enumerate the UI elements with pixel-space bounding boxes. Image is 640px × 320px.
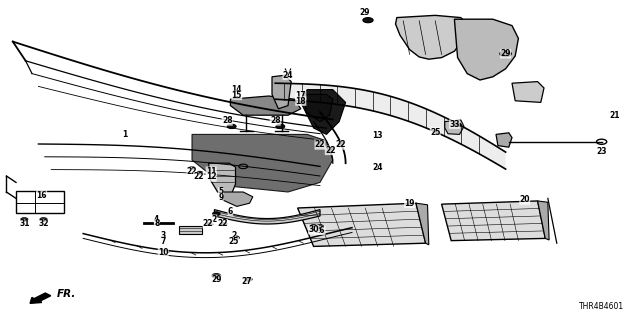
Circle shape: [227, 124, 236, 129]
Text: 24: 24: [372, 163, 383, 172]
Polygon shape: [214, 210, 320, 224]
Text: 29: 29: [211, 275, 221, 284]
Text: 22: 22: [193, 172, 204, 181]
Text: FR.: FR.: [56, 289, 76, 299]
Polygon shape: [496, 133, 512, 147]
Circle shape: [196, 171, 203, 174]
Text: 8: 8: [154, 220, 159, 228]
Text: 25: 25: [430, 128, 440, 137]
Text: 1: 1: [122, 130, 127, 139]
Circle shape: [221, 222, 227, 226]
Text: 22: 22: [203, 220, 213, 228]
Circle shape: [40, 218, 47, 221]
Text: 7: 7: [161, 237, 166, 246]
Text: 11: 11: [206, 167, 216, 176]
Polygon shape: [454, 19, 518, 80]
Circle shape: [363, 18, 373, 23]
Circle shape: [189, 166, 195, 170]
Text: 28: 28: [222, 116, 232, 125]
Bar: [16, 191, 64, 213]
Text: 21: 21: [609, 111, 620, 120]
Circle shape: [310, 225, 317, 228]
Text: 2: 2: [212, 215, 217, 224]
Text: 17: 17: [296, 91, 306, 100]
Text: 26: 26: [315, 226, 325, 235]
Text: 30: 30: [308, 225, 319, 234]
Text: 32: 32: [38, 220, 49, 228]
Circle shape: [212, 212, 220, 216]
Text: 28: 28: [270, 116, 280, 125]
Polygon shape: [416, 203, 429, 245]
Text: 4: 4: [154, 215, 159, 224]
FancyArrow shape: [30, 293, 51, 303]
Text: 22: 22: [336, 140, 346, 149]
Polygon shape: [221, 192, 253, 206]
Text: 10: 10: [158, 248, 168, 257]
Text: 14: 14: [232, 85, 242, 94]
Circle shape: [317, 142, 323, 145]
Polygon shape: [442, 201, 545, 241]
Text: THR4B4601: THR4B4601: [579, 302, 624, 311]
Polygon shape: [230, 96, 301, 115]
Polygon shape: [538, 201, 549, 240]
Text: 3: 3: [161, 231, 166, 240]
Text: 15: 15: [232, 91, 242, 100]
Circle shape: [327, 147, 333, 150]
Polygon shape: [301, 90, 346, 134]
Text: 22: 22: [315, 140, 325, 149]
Polygon shape: [445, 120, 464, 134]
Text: 12: 12: [206, 172, 216, 181]
Circle shape: [454, 123, 461, 127]
Text: 22: 22: [218, 220, 228, 228]
Polygon shape: [179, 226, 202, 234]
Polygon shape: [275, 83, 506, 169]
Circle shape: [338, 142, 344, 145]
Polygon shape: [396, 15, 467, 59]
Circle shape: [207, 222, 213, 226]
Polygon shape: [304, 94, 333, 122]
Circle shape: [20, 218, 28, 221]
Text: 23: 23: [596, 148, 607, 156]
Circle shape: [232, 236, 239, 240]
Text: 33: 33: [449, 120, 460, 129]
Text: 2: 2: [231, 231, 236, 240]
Text: 29: 29: [360, 8, 370, 17]
Polygon shape: [192, 134, 333, 192]
Text: 27: 27: [241, 277, 252, 286]
Text: 18: 18: [296, 97, 306, 106]
Text: 6: 6: [228, 207, 233, 216]
Circle shape: [244, 277, 252, 281]
Text: 5: 5: [218, 188, 223, 196]
Circle shape: [276, 124, 285, 129]
Text: 31: 31: [19, 220, 29, 228]
Polygon shape: [272, 75, 291, 109]
Text: 20: 20: [520, 196, 530, 204]
Text: 22: 22: [325, 146, 335, 155]
Text: 24: 24: [283, 71, 293, 80]
Text: 29: 29: [500, 49, 511, 58]
Polygon shape: [298, 203, 426, 246]
Text: 19: 19: [404, 199, 415, 208]
Text: 16: 16: [36, 191, 47, 200]
Polygon shape: [512, 82, 544, 102]
Circle shape: [212, 274, 221, 278]
Text: 22: 22: [187, 167, 197, 176]
Circle shape: [500, 51, 511, 57]
Circle shape: [316, 225, 324, 228]
Text: 25: 25: [228, 237, 239, 246]
Text: 13: 13: [372, 132, 383, 140]
Polygon shape: [209, 163, 236, 194]
Text: 9: 9: [218, 193, 223, 202]
